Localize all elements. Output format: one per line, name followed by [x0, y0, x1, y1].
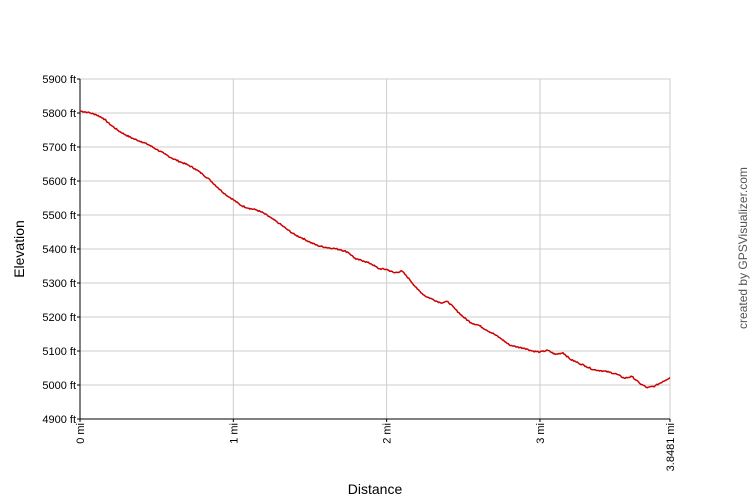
x-tick-labels: 0 mi 1 mi 2 mi 3 mi 3.8481 mi: [75, 423, 677, 471]
credit-text: created by GPSVisualizer.com: [736, 167, 750, 329]
y-tick-label: 5800 ft: [42, 108, 76, 120]
y-tick-label: 5000 ft: [42, 380, 76, 392]
axes: [77, 78, 671, 422]
y-tick-label: 5400 ft: [42, 244, 76, 256]
elevation-series-line: [79, 110, 671, 389]
y-tick-labels: 4900 ft 5000 ft 5100 ft 5200 ft 5300 ft 5400 …: [42, 74, 76, 426]
x-axis-label: Distance: [348, 481, 403, 497]
x-tick-label: 3.8481 mi: [665, 423, 677, 471]
y-tick-label: 5200 ft: [42, 312, 76, 324]
y-tick-label: 5300 ft: [42, 278, 76, 290]
y-tick-label: 5500 ft: [42, 210, 76, 222]
y-axis-label: Elevation: [11, 220, 27, 278]
grid-lines: [79, 78, 671, 420]
y-tick-label: 5600 ft: [42, 176, 76, 188]
y-tick-label: 5100 ft: [42, 346, 76, 358]
x-tick-label: 3 mi: [535, 423, 547, 444]
y-tick-label: 5900 ft: [42, 74, 76, 86]
x-tick-label: 1 mi: [228, 423, 240, 444]
x-tick-label: 2 mi: [382, 423, 394, 444]
y-tick-label: 5700 ft: [42, 142, 76, 154]
x-tick-label: 0 mi: [75, 423, 87, 444]
y-tick-label: 4900 ft: [42, 414, 76, 426]
